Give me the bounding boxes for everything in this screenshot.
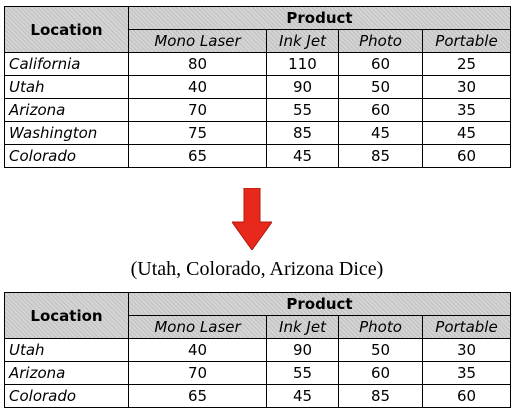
- value-cell: 35: [422, 98, 511, 122]
- column-header: Photo: [338, 315, 423, 339]
- location-cell: Arizona: [4, 98, 129, 122]
- location-cell: Utah: [4, 75, 129, 99]
- location-header: Location: [4, 6, 129, 53]
- value-cell: 65: [128, 144, 267, 168]
- value-cell: 60: [422, 144, 511, 168]
- value-cell: 85: [338, 144, 423, 168]
- table-row: California 80 110 60 25: [4, 52, 511, 76]
- column-header: Ink Jet: [266, 315, 339, 339]
- location-cell: Arizona: [4, 361, 129, 385]
- table-row: Arizona 70 55 60 35: [4, 361, 511, 385]
- location-cell: Utah: [4, 338, 129, 362]
- value-cell: 60: [338, 361, 423, 385]
- value-cell: 80: [128, 52, 267, 76]
- value-cell: 25: [422, 52, 511, 76]
- header-row: Location Product: [4, 292, 511, 339]
- value-cell: 70: [128, 361, 267, 385]
- value-cell: 65: [128, 384, 267, 408]
- value-cell: 75: [128, 121, 267, 145]
- value-cell: 45: [338, 121, 423, 145]
- value-cell: 30: [422, 338, 511, 362]
- column-header: Mono Laser: [128, 29, 267, 53]
- table-row: Washington 75 85 45 45: [4, 121, 511, 145]
- value-cell: 90: [266, 75, 339, 99]
- column-header: Photo: [338, 29, 423, 53]
- table-row: Colorado 65 45 85 60: [4, 144, 511, 168]
- value-cell: 45: [422, 121, 511, 145]
- table-row: Utah 40 90 50 30: [4, 75, 511, 99]
- value-cell: 40: [128, 75, 267, 99]
- column-header: Mono Laser: [128, 315, 267, 339]
- value-cell: 60: [338, 52, 423, 76]
- product-header: Product: [128, 6, 511, 30]
- column-header: Portable: [422, 315, 511, 339]
- location-cell: California: [4, 52, 129, 76]
- column-header: Ink Jet: [266, 29, 339, 53]
- value-cell: 55: [266, 98, 339, 122]
- value-cell: 85: [338, 384, 423, 408]
- value-cell: 55: [266, 361, 339, 385]
- value-cell: 60: [338, 98, 423, 122]
- value-cell: 70: [128, 98, 267, 122]
- table-row: Arizona 70 55 60 35: [4, 98, 511, 122]
- table-row: Utah 40 90 50 30: [4, 338, 511, 362]
- value-cell: 45: [266, 384, 339, 408]
- source-table: Location Product Mono Laser Ink Jet Phot…: [4, 6, 511, 168]
- value-cell: 30: [422, 75, 511, 99]
- value-cell: 110: [266, 52, 339, 76]
- product-header: Product: [128, 292, 511, 316]
- caption: (Utah, Colorado, Arizona Dice): [130, 258, 384, 280]
- value-cell: 50: [338, 75, 423, 99]
- down-arrow-icon: [232, 188, 272, 250]
- location-cell: Colorado: [4, 384, 129, 408]
- value-cell: 35: [422, 361, 511, 385]
- value-cell: 85: [266, 121, 339, 145]
- location-header: Location: [4, 292, 129, 339]
- column-header: Portable: [422, 29, 511, 53]
- value-cell: 40: [128, 338, 267, 362]
- value-cell: 90: [266, 338, 339, 362]
- location-cell: Washington: [4, 121, 129, 145]
- location-cell: Colorado: [4, 144, 129, 168]
- value-cell: 50: [338, 338, 423, 362]
- header-row: Location Product: [4, 6, 511, 53]
- table-row: Colorado 65 45 85 60: [4, 384, 511, 408]
- dice-result-table: Location Product Mono Laser Ink Jet Phot…: [4, 292, 511, 408]
- value-cell: 60: [422, 384, 511, 408]
- value-cell: 45: [266, 144, 339, 168]
